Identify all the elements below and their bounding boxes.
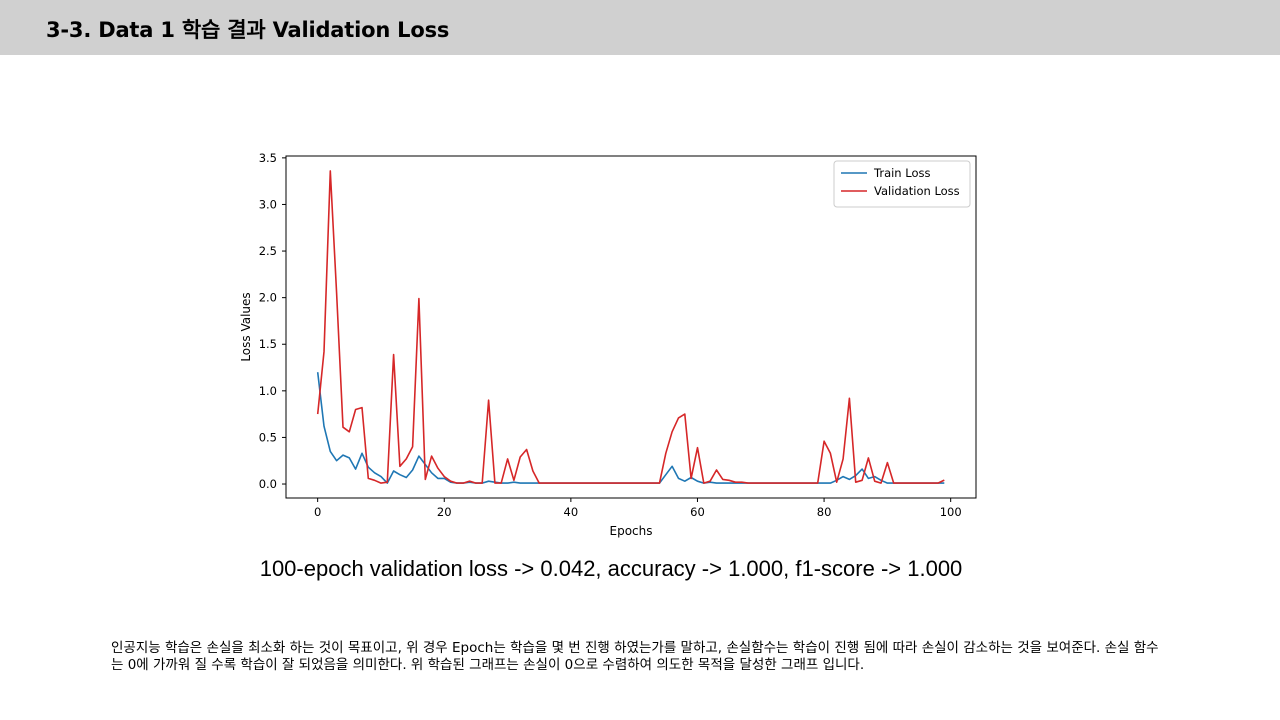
x-tick-label: 40	[564, 505, 579, 519]
x-tick-label: 100	[940, 505, 962, 519]
slide-title: 3-3. Data 1 학습 결과 Validation Loss	[46, 18, 450, 42]
x-tick-label: 60	[690, 505, 705, 519]
legend-label: Train Loss	[873, 166, 930, 180]
series-line-validation-loss	[316, 170, 945, 484]
y-tick-label: 0.0	[259, 477, 277, 491]
x-tick-label: 80	[817, 505, 832, 519]
series-line-train-loss	[316, 372, 945, 484]
y-tick-label: 0.5	[259, 430, 277, 444]
description-text: 인공지능 학습은 손실을 최소화 하는 것이 목표이고, 위 경우 Epoch는…	[111, 640, 1159, 673]
chart-legend	[833, 160, 971, 208]
y-tick-label: 2.0	[259, 291, 277, 305]
header-bar: 3-3. Data 1 학습 결과 Validation Loss	[0, 0, 1280, 55]
plot-frame	[285, 155, 977, 499]
y-tick-label: 3.0	[259, 197, 277, 211]
y-tick-label: 1.0	[259, 384, 277, 398]
y-tick-label: 1.5	[259, 337, 277, 351]
results-summary: 100-epoch validation loss -> 0.042, accu…	[259, 556, 963, 581]
x-tick-label: 20	[437, 505, 452, 519]
legend-label: Validation Loss	[874, 184, 960, 198]
y-tick-label: 2.5	[259, 244, 277, 258]
y-axis-label: Loss Values	[239, 292, 253, 361]
x-axis-label: Epochs	[610, 524, 653, 538]
y-tick-label: 3.5	[259, 151, 277, 165]
x-tick-label: 0	[314, 505, 321, 519]
loss-chart: 0 20 40 60 80 100 0.0 0.5 1.0 1.5 2.0 2.5 3.0 3.5 Epoc…	[239, 151, 977, 538]
